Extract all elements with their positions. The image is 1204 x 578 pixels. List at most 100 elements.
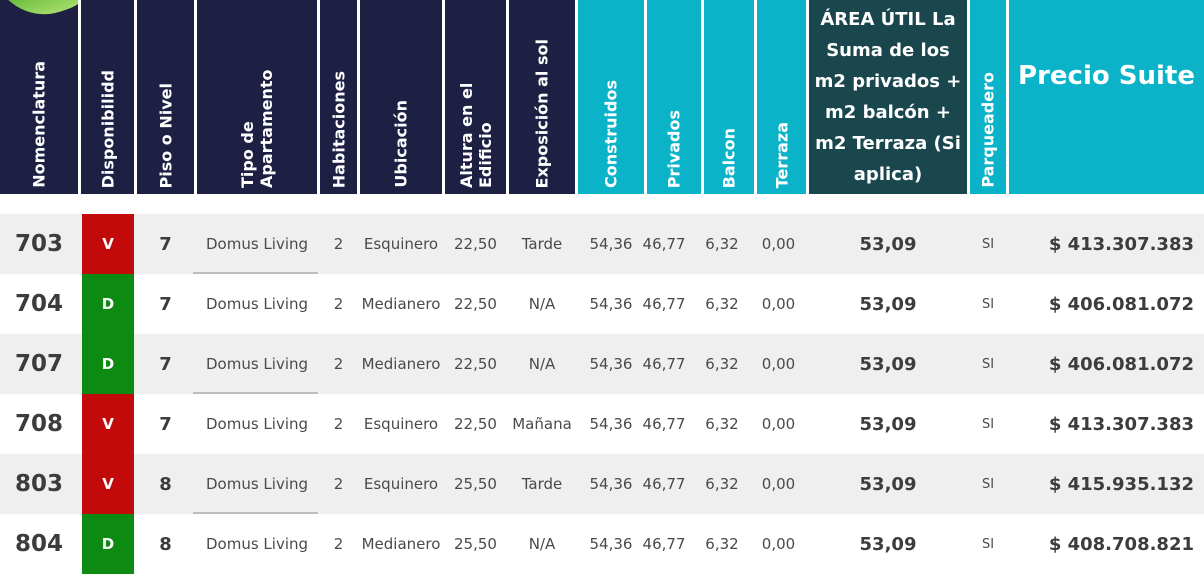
cell-exposicion: N/A xyxy=(528,535,556,553)
cell-exposicion: N/A xyxy=(528,295,556,313)
cell-ubicacion: Medianero xyxy=(361,295,441,313)
cell-area-util: 53,09 xyxy=(859,473,917,495)
header-label: Nomenclatura xyxy=(29,61,49,188)
header-parqueadero: Parqueadero xyxy=(970,0,1006,194)
cell-parqueadero: SI xyxy=(981,536,995,552)
cell-precio: $ 406.081.072 xyxy=(1048,293,1194,315)
availability-badge: V xyxy=(82,454,134,514)
cell-tipo: Domus Living xyxy=(205,475,309,493)
cell-habitaciones: 2 xyxy=(333,235,344,253)
leaf-decoration xyxy=(0,0,78,28)
cell-nomenclatura: 708 xyxy=(14,411,63,437)
table-row: 704 D 7 Domus Living 2 Medianero 22,50 N… xyxy=(0,274,1204,334)
cell-balcon: 6,32 xyxy=(705,475,739,493)
cell-altura: 22,50 xyxy=(454,355,497,373)
cell-area-util: 53,09 xyxy=(859,293,917,315)
cell-ubicacion: Esquinero xyxy=(363,235,439,253)
header-habitaciones: Habitaciones xyxy=(320,0,357,194)
cell-ubicacion: Medianero xyxy=(361,535,441,553)
cell-construidos: 54,36 xyxy=(589,415,633,433)
table-row: 708 V 7 Domus Living 2 Esquinero 22,50 M… xyxy=(0,394,1204,454)
cell-balcon: 6,32 xyxy=(705,355,739,373)
table-header: Nomenclatura Disponibilidd Piso o Nivel … xyxy=(0,0,1204,194)
cell-construidos: 54,36 xyxy=(589,475,633,493)
header-label: Exposición al sol xyxy=(532,38,552,188)
cell-terraza: 0,00 xyxy=(761,355,796,373)
header-exposicion: Exposición al sol xyxy=(509,0,575,194)
cell-parqueadero: SI xyxy=(981,296,995,312)
cell-balcon: 6,32 xyxy=(705,535,739,553)
cell-parqueadero: SI xyxy=(981,476,995,492)
header-label: Precio Suite xyxy=(1018,61,1195,91)
cell-area-util: 53,09 xyxy=(859,353,917,375)
cell-parqueadero: SI xyxy=(981,236,995,252)
cell-area-util: 53,09 xyxy=(859,533,917,555)
cell-tipo: Domus Living xyxy=(205,235,309,253)
cell-nomenclatura: 704 xyxy=(14,291,63,317)
cell-exposicion: Mañana xyxy=(512,415,572,433)
cell-habitaciones: 2 xyxy=(333,295,344,313)
header-construidos: Construidos xyxy=(578,0,644,194)
header-disponibilidad: Disponibilidd xyxy=(81,0,134,194)
cell-parqueadero: SI xyxy=(981,356,995,372)
cell-balcon: 6,32 xyxy=(705,235,739,253)
header-balcon: Balcon xyxy=(704,0,754,194)
header-label: Terraza xyxy=(772,121,791,188)
cell-parqueadero: SI xyxy=(981,416,995,432)
cell-precio: $ 413.307.383 xyxy=(1048,233,1194,255)
cell-tipo: Domus Living xyxy=(205,535,309,553)
table-row: 804 D 8 Domus Living 2 Medianero 25,50 N… xyxy=(0,514,1204,574)
cell-piso: 7 xyxy=(159,293,172,315)
cell-precio: $ 415.935.132 xyxy=(1048,473,1194,495)
cell-tipo: Domus Living xyxy=(205,295,309,313)
cell-altura: 25,50 xyxy=(454,535,497,553)
header-label: Altura en el Edificio xyxy=(456,82,495,188)
cell-piso: 8 xyxy=(159,533,172,555)
row-divider xyxy=(193,272,318,274)
cell-precio: $ 413.307.383 xyxy=(1048,413,1194,435)
header-piso: Piso o Nivel xyxy=(137,0,194,194)
cell-precio: $ 406.081.072 xyxy=(1048,353,1194,375)
cell-exposicion: N/A xyxy=(528,355,556,373)
header-precio: Precio Suite xyxy=(1009,0,1204,194)
cell-habitaciones: 2 xyxy=(333,475,344,493)
header-nomenclatura: Nomenclatura xyxy=(0,0,78,194)
cell-piso: 8 xyxy=(159,473,172,495)
header-label: Tipo de Apartamento xyxy=(238,69,276,188)
cell-ubicacion: Esquinero xyxy=(363,475,439,493)
cell-altura: 22,50 xyxy=(454,235,497,253)
header-label: Privados xyxy=(664,109,684,188)
cell-area-util: 53,09 xyxy=(859,233,917,255)
cell-habitaciones: 2 xyxy=(333,355,344,373)
cell-precio: $ 408.708.821 xyxy=(1048,533,1194,555)
header-terraza: Terraza xyxy=(757,0,806,194)
cell-tipo: Domus Living xyxy=(205,415,309,433)
availability-badge: V xyxy=(82,394,134,454)
row-divider xyxy=(193,512,318,514)
header-altura: Altura en el Edificio xyxy=(445,0,506,194)
cell-privados: 46,77 xyxy=(642,295,686,313)
header-tipo: Tipo de Apartamento xyxy=(197,0,317,194)
cell-terraza: 0,00 xyxy=(761,295,796,313)
header-label: Parqueadero xyxy=(978,72,998,188)
header-ubicacion: Ubicación xyxy=(360,0,442,194)
header-area-util: ÁREA ÚTIL La Suma de los m2 privados + m… xyxy=(809,0,967,194)
header-label: Disponibilidd xyxy=(98,69,117,188)
cell-terraza: 0,00 xyxy=(761,475,796,493)
cell-area-util: 53,09 xyxy=(859,413,917,435)
cell-nomenclatura: 803 xyxy=(14,471,63,497)
cell-piso: 7 xyxy=(159,233,172,255)
cell-exposicion: Tarde xyxy=(521,235,563,253)
cell-exposicion: Tarde xyxy=(521,475,563,493)
cell-terraza: 0,00 xyxy=(761,535,796,553)
cell-construidos: 54,36 xyxy=(589,295,633,313)
cell-construidos: 54,36 xyxy=(589,355,633,373)
cell-privados: 46,77 xyxy=(642,355,686,373)
availability-badge: D xyxy=(82,514,134,574)
cell-piso: 7 xyxy=(159,413,172,435)
cell-construidos: 54,36 xyxy=(589,535,633,553)
table-row: 707 D 7 Domus Living 2 Medianero 22,50 N… xyxy=(0,334,1204,394)
availability-badge: D xyxy=(82,334,134,394)
cell-ubicacion: Esquinero xyxy=(363,415,439,433)
cell-privados: 46,77 xyxy=(642,475,686,493)
